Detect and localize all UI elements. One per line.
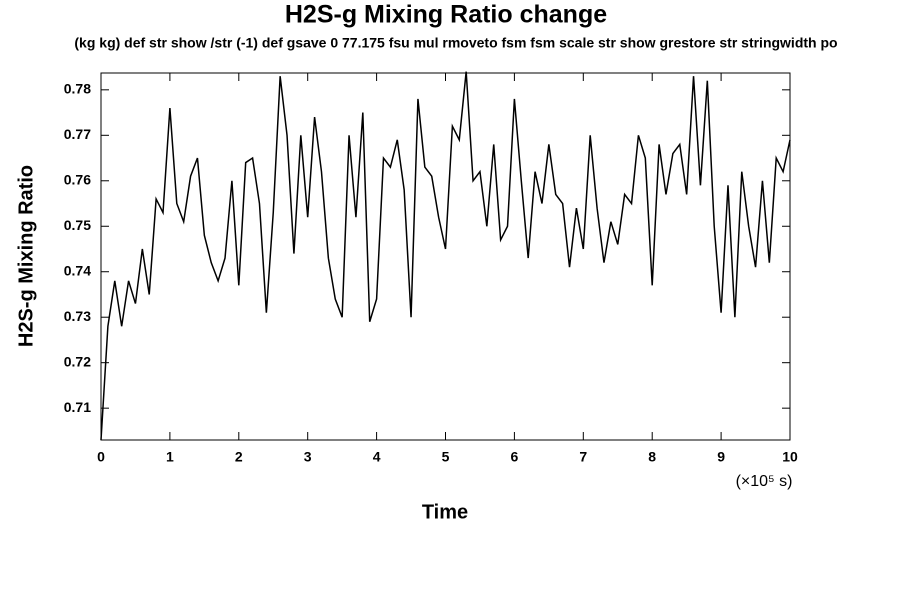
chart-subtitle: (kg kg) def str show /str (-1) def gsave…: [74, 35, 837, 51]
y-tick-label: 0.75: [64, 217, 91, 233]
x-tick-label: 0: [97, 449, 105, 465]
x-axis-label: Time: [422, 501, 468, 523]
x-tick-label: 10: [782, 449, 798, 465]
y-tick-label: 0.72: [64, 353, 91, 369]
y-tick-label: 0.77: [64, 126, 91, 142]
y-tick-label: 0.78: [64, 81, 91, 97]
x-tick-label: 1: [166, 449, 174, 465]
x-tick-label: 5: [442, 449, 450, 465]
y-tick-label: 0.74: [64, 262, 91, 278]
x-tick-label: 9: [717, 449, 725, 465]
x-tick-label: 8: [648, 449, 656, 465]
x-tick-label: 4: [373, 449, 381, 465]
data-line: [100, 71, 791, 441]
x-axis-unit: (×10⁵ s): [736, 473, 793, 490]
x-tick-label: 3: [304, 449, 312, 465]
y-tick-label: 0.76: [64, 171, 91, 187]
x-tick-label: 7: [579, 449, 587, 465]
y-tick-label: 0.73: [64, 308, 91, 324]
plot-frame: [100, 72, 791, 441]
chart-title: H2S-g Mixing Ratio change: [285, 1, 607, 29]
x-tick-label: 2: [235, 449, 243, 465]
y-axis-label: H2S-g Mixing Ratio: [15, 165, 37, 347]
x-tick-label: 6: [511, 449, 519, 465]
y-tick-label: 0.71: [64, 399, 91, 415]
